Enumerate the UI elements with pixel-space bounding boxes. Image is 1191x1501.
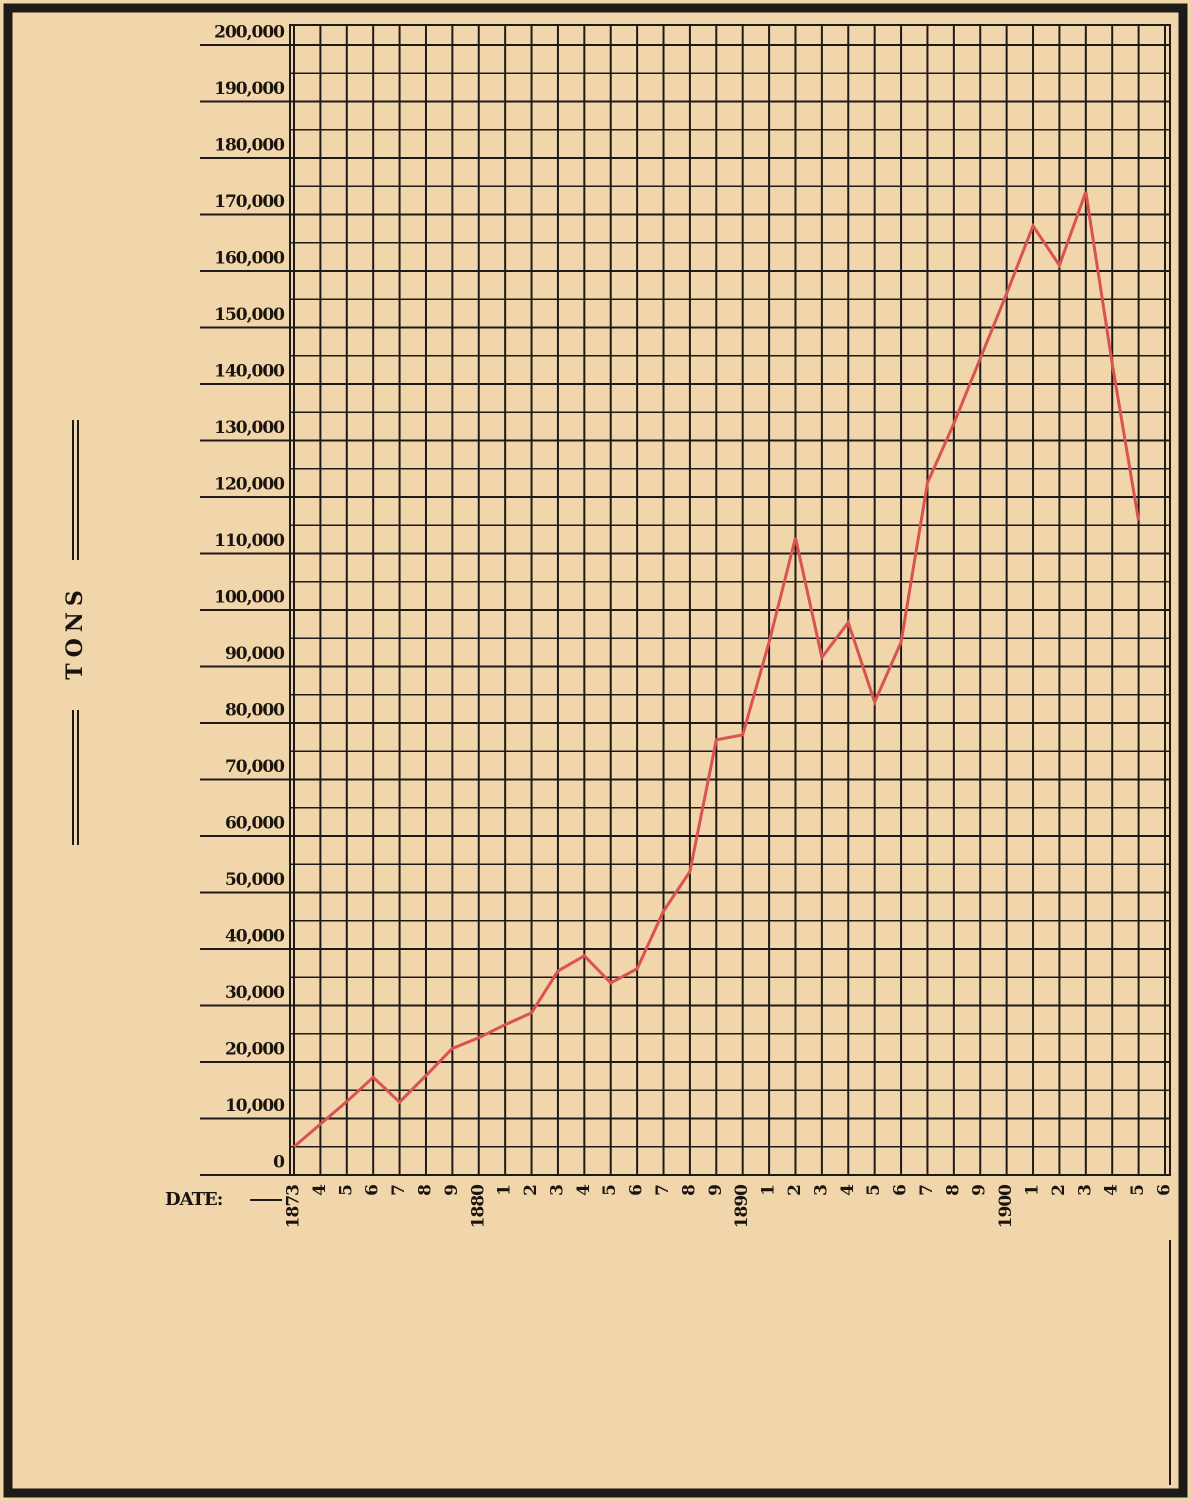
x-tick-label: 5	[864, 1185, 884, 1196]
y-tick-label: 130,000	[214, 418, 285, 438]
y-tick-label: 0	[273, 1153, 285, 1173]
x-tick-label: 3	[547, 1185, 567, 1196]
x-axis-label: DATE:	[165, 1189, 222, 1210]
x-tick-label: 3	[811, 1185, 831, 1196]
x-tick-label: 2	[785, 1185, 805, 1196]
x-tick-label: 4	[1102, 1184, 1122, 1196]
y-tick-label: 120,000	[214, 475, 285, 495]
x-tick-label: 1	[759, 1185, 779, 1196]
y-tick-label: 20,000	[225, 1040, 285, 1060]
x-tick-label: 6	[363, 1185, 383, 1196]
x-tick-label: 6	[627, 1185, 647, 1196]
x-tick-label: 1873	[284, 1185, 304, 1228]
x-tick-label: 2	[521, 1185, 541, 1196]
y-tick-label: 180,000	[214, 136, 285, 156]
x-tick-label: 9	[442, 1185, 462, 1196]
x-tick-label: 4	[574, 1184, 594, 1196]
x-tick-label: 7	[917, 1185, 937, 1196]
x-tick-label: 9	[970, 1185, 990, 1196]
x-tick-label: 1	[1023, 1185, 1043, 1196]
x-tick-label: 4	[310, 1184, 330, 1196]
x-tick-label: 6	[1155, 1185, 1175, 1196]
y-tick-label: 100,000	[214, 588, 285, 608]
x-tick-label: 1880	[468, 1184, 488, 1228]
x-tick-label: 1900	[996, 1184, 1016, 1228]
y-tick-label: 70,000	[225, 757, 285, 777]
y-tick-label: 10,000	[225, 1096, 285, 1116]
y-tick-label: 190,000	[214, 79, 285, 99]
y-tick-label: 170,000	[214, 192, 285, 212]
x-tick-label: 5	[336, 1185, 356, 1196]
x-tick-label: 8	[415, 1185, 435, 1196]
y-tick-label: 60,000	[225, 814, 285, 834]
x-tick-label: 8	[943, 1185, 963, 1196]
y-tick-label: 150,000	[214, 305, 285, 325]
x-tick-label: 4	[838, 1184, 858, 1196]
page-border	[3, 3, 1188, 1498]
x-tick-label: 1890	[732, 1184, 752, 1228]
x-tick-label: 1	[495, 1185, 515, 1196]
x-tick-label: 6	[891, 1185, 911, 1196]
x-tick-label: 9	[706, 1185, 726, 1196]
x-tick-label: 8	[679, 1185, 699, 1196]
data-line	[293, 191, 1141, 1148]
y-tick-label: 50,000	[225, 870, 285, 890]
y-tick-label: 140,000	[214, 362, 285, 382]
x-tick-label: 5	[1128, 1185, 1148, 1196]
x-tick-label: 7	[653, 1185, 673, 1196]
y-tick-label: 200,000	[214, 23, 285, 43]
x-tick-label: 5	[600, 1185, 620, 1196]
x-tick-label: 3	[1075, 1185, 1095, 1196]
y-tick-label: 40,000	[225, 927, 285, 947]
y-axis-label: TONS	[62, 584, 88, 680]
y-tick-label: 110,000	[214, 531, 285, 551]
y-tick-label: 30,000	[225, 983, 285, 1003]
x-tick-label: 7	[389, 1185, 409, 1196]
y-tick-label: 160,000	[214, 249, 285, 269]
y-tick-label: 80,000	[225, 701, 285, 721]
x-tick-label: 2	[1049, 1185, 1069, 1196]
y-tick-label: 90,000	[225, 644, 285, 664]
